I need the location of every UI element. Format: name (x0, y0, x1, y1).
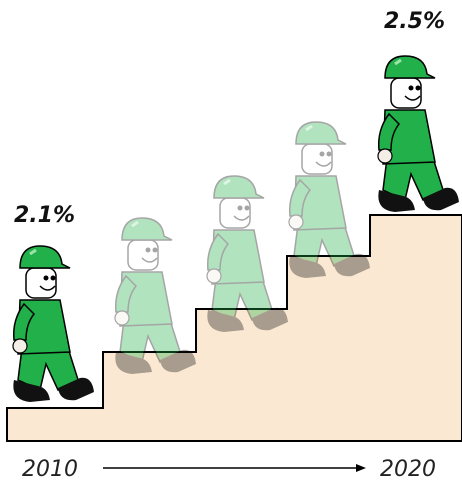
end-value: 2.5% (384, 9, 445, 34)
start-year: 2010 (22, 457, 78, 482)
worker (13, 246, 94, 402)
start-value: 2.1% (14, 203, 75, 228)
worker-faded (115, 218, 196, 374)
worker (378, 56, 459, 212)
worker-faded (207, 176, 288, 332)
end-year: 2020 (380, 457, 436, 482)
worker-faded (289, 122, 370, 278)
infographic: 2.1% 2.5% 2010 2020 (0, 0, 462, 482)
arrow-head (356, 464, 366, 472)
